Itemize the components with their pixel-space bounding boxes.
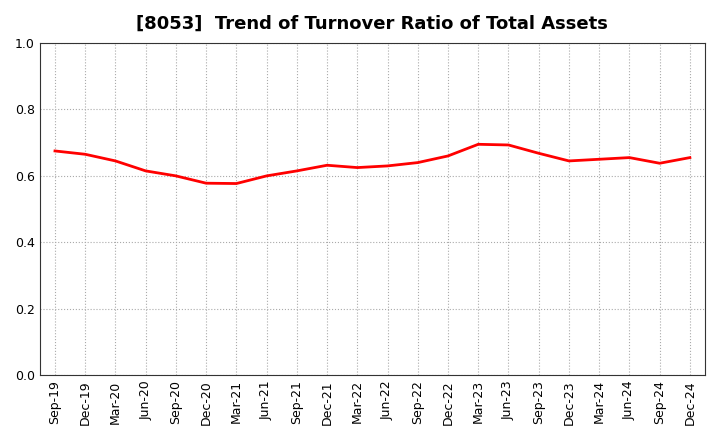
Title: [8053]  Trend of Turnover Ratio of Total Assets: [8053] Trend of Turnover Ratio of Total …: [137, 15, 608, 33]
